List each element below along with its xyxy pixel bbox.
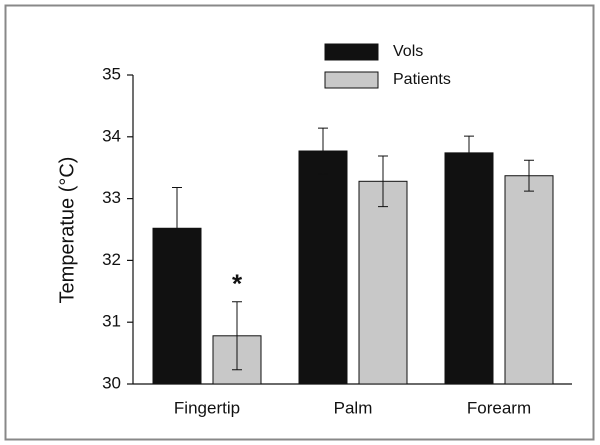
error-bar (378, 155, 388, 208)
error-bar (318, 127, 328, 175)
legend-label: Vols (393, 43, 423, 60)
x-tick-label: Forearm (467, 398, 531, 417)
error-bar (464, 135, 474, 171)
legend-label: Patients (393, 71, 451, 88)
y-tick-label: 34 (102, 126, 121, 145)
bar (444, 152, 494, 385)
y-tick-label: 32 (102, 250, 121, 269)
y-tick-label: 35 (102, 64, 121, 83)
y-tick-label: 33 (102, 188, 121, 207)
legend-swatch (324, 43, 379, 61)
frame (4, 4, 595, 441)
bar (358, 180, 408, 385)
y-tick-label: 31 (102, 312, 121, 331)
x-tick-label: Palm (334, 398, 373, 417)
y-axis-label: Temperatue (°C) (56, 157, 78, 304)
bar (152, 227, 202, 385)
error-bar (172, 186, 182, 270)
bar (298, 150, 348, 385)
bar (504, 175, 554, 385)
y-tick-label: 30 (102, 373, 121, 392)
error-bar (232, 301, 242, 371)
legend-swatch (324, 71, 379, 89)
annotation: * (232, 269, 243, 299)
error-bar (524, 159, 534, 192)
x-tick-label: Fingertip (174, 398, 240, 417)
